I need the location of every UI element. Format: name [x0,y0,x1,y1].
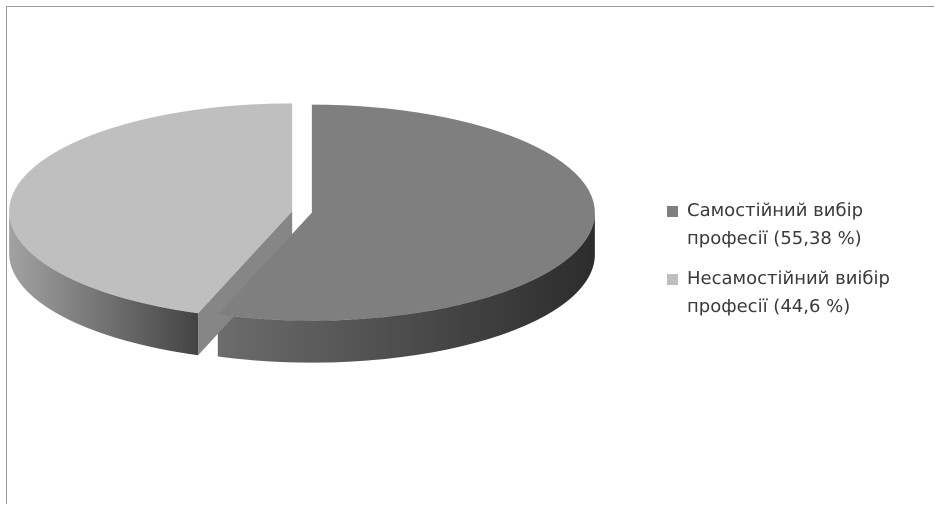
pie-chart [9,103,595,363]
chart-area: Самостійний вибір професії (55,38 %) Нес… [6,6,934,504]
pie-slice-2 [9,103,293,314]
legend-item-2: Несамостійний виібір професії (44,6 %) [667,265,935,321]
legend-label-1: Самостійний вибір професії (55,38 %) [687,200,863,249]
pie-slice-side-2 [9,211,199,356]
legend-label-2: Несамостійний виібір професії (44,6 %) [687,268,890,317]
legend-swatch-1 [667,206,678,217]
pie-slice-1 [217,104,595,321]
legend-swatch-2 [667,274,678,285]
pie-slice-side-1 [217,212,595,363]
legend-item-1: Самостійний вибір професії (55,38 %) [667,197,935,253]
legend: Самостійний вибір професії (55,38 %) Нес… [667,197,935,333]
pie-slice-cut-2 [198,211,293,356]
